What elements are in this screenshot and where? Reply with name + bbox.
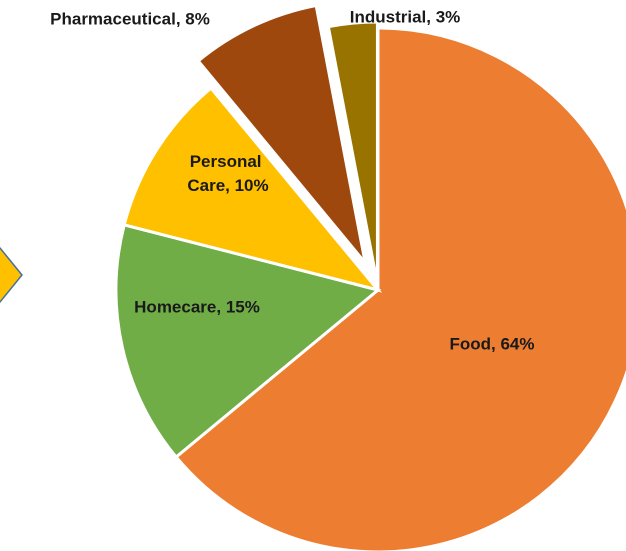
pie-slice bbox=[174, 26, 626, 551]
data-label: Food, 64% bbox=[449, 334, 534, 353]
label-line: Care, 10% bbox=[187, 176, 268, 195]
data-label: Homecare, 15% bbox=[134, 297, 260, 316]
pie-slice bbox=[326, 20, 379, 285]
pie-slice bbox=[114, 223, 382, 460]
pie-slice bbox=[122, 86, 383, 293]
arrow-decoration bbox=[0, 247, 23, 303]
data-label: Personal Care, 10% bbox=[187, 152, 268, 195]
pie-slice bbox=[196, 3, 367, 264]
label-line: Personal bbox=[190, 152, 267, 171]
data-label: Pharmaceutical, 8% bbox=[50, 9, 210, 28]
data-label: Industrial, 3% bbox=[350, 7, 461, 26]
